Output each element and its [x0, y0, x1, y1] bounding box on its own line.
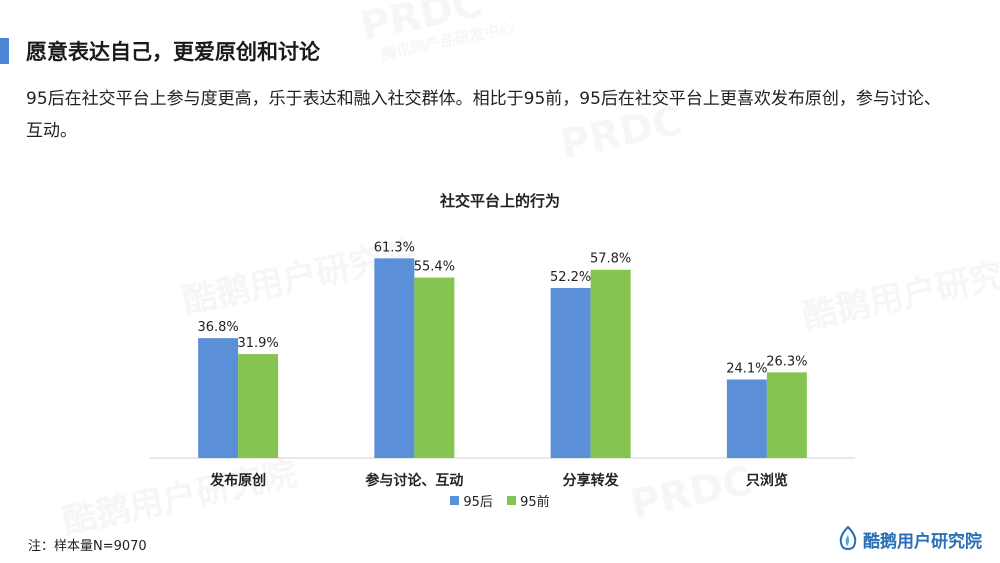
chart-legend: 95后 95前 — [0, 491, 1000, 510]
title-accent-bar — [0, 38, 9, 64]
data-label: 55.4% — [414, 260, 455, 275]
bar-95after — [726, 379, 767, 458]
data-label: 57.8% — [590, 252, 631, 267]
page-subtitle: 95后在社交平台上参与度更高，乐于表达和融入社交群体。相比于95前，95后在社交… — [26, 89, 941, 141]
bar-95before — [414, 277, 455, 458]
legend-label-95after: 95后 — [463, 495, 493, 510]
legend-swatch-95after — [450, 496, 460, 505]
data-label: 36.8% — [197, 320, 238, 335]
legend-item-95after: 95后 — [450, 491, 493, 510]
data-label: 52.2% — [550, 270, 591, 285]
bar-95after — [198, 338, 239, 458]
brand-name: 酷鹅用户研究院 — [863, 531, 982, 552]
category-label: 分享转发 — [563, 472, 620, 489]
bar-95before — [238, 354, 279, 458]
legend-swatch-95before — [507, 496, 517, 505]
legend-item-95before: 95前 — [507, 491, 550, 510]
bar-95before — [766, 372, 807, 458]
data-label: 24.1% — [726, 362, 767, 377]
bar-95after — [550, 287, 591, 458]
sample-size-note: 注：样本量N=9070 — [28, 539, 147, 554]
data-label: 61.3% — [374, 240, 415, 255]
bar-95before — [590, 269, 631, 458]
data-label: 26.3% — [766, 354, 807, 369]
legend-label-95before: 95前 — [520, 495, 550, 510]
page-title: 愿意表达自己，更爱原创和讨论 — [26, 40, 320, 64]
chart-title: 社交平台上的行为 — [439, 192, 560, 210]
penguin-flame-icon — [839, 526, 857, 550]
category-label: 参与讨论、互动 — [365, 472, 463, 489]
category-label: 发布原创 — [209, 472, 266, 489]
brand-logo: 酷鹅用户研究院 — [837, 526, 982, 552]
data-label: 31.9% — [237, 336, 278, 351]
bar-95after — [374, 258, 415, 458]
category-label: 只浏览 — [746, 472, 788, 489]
